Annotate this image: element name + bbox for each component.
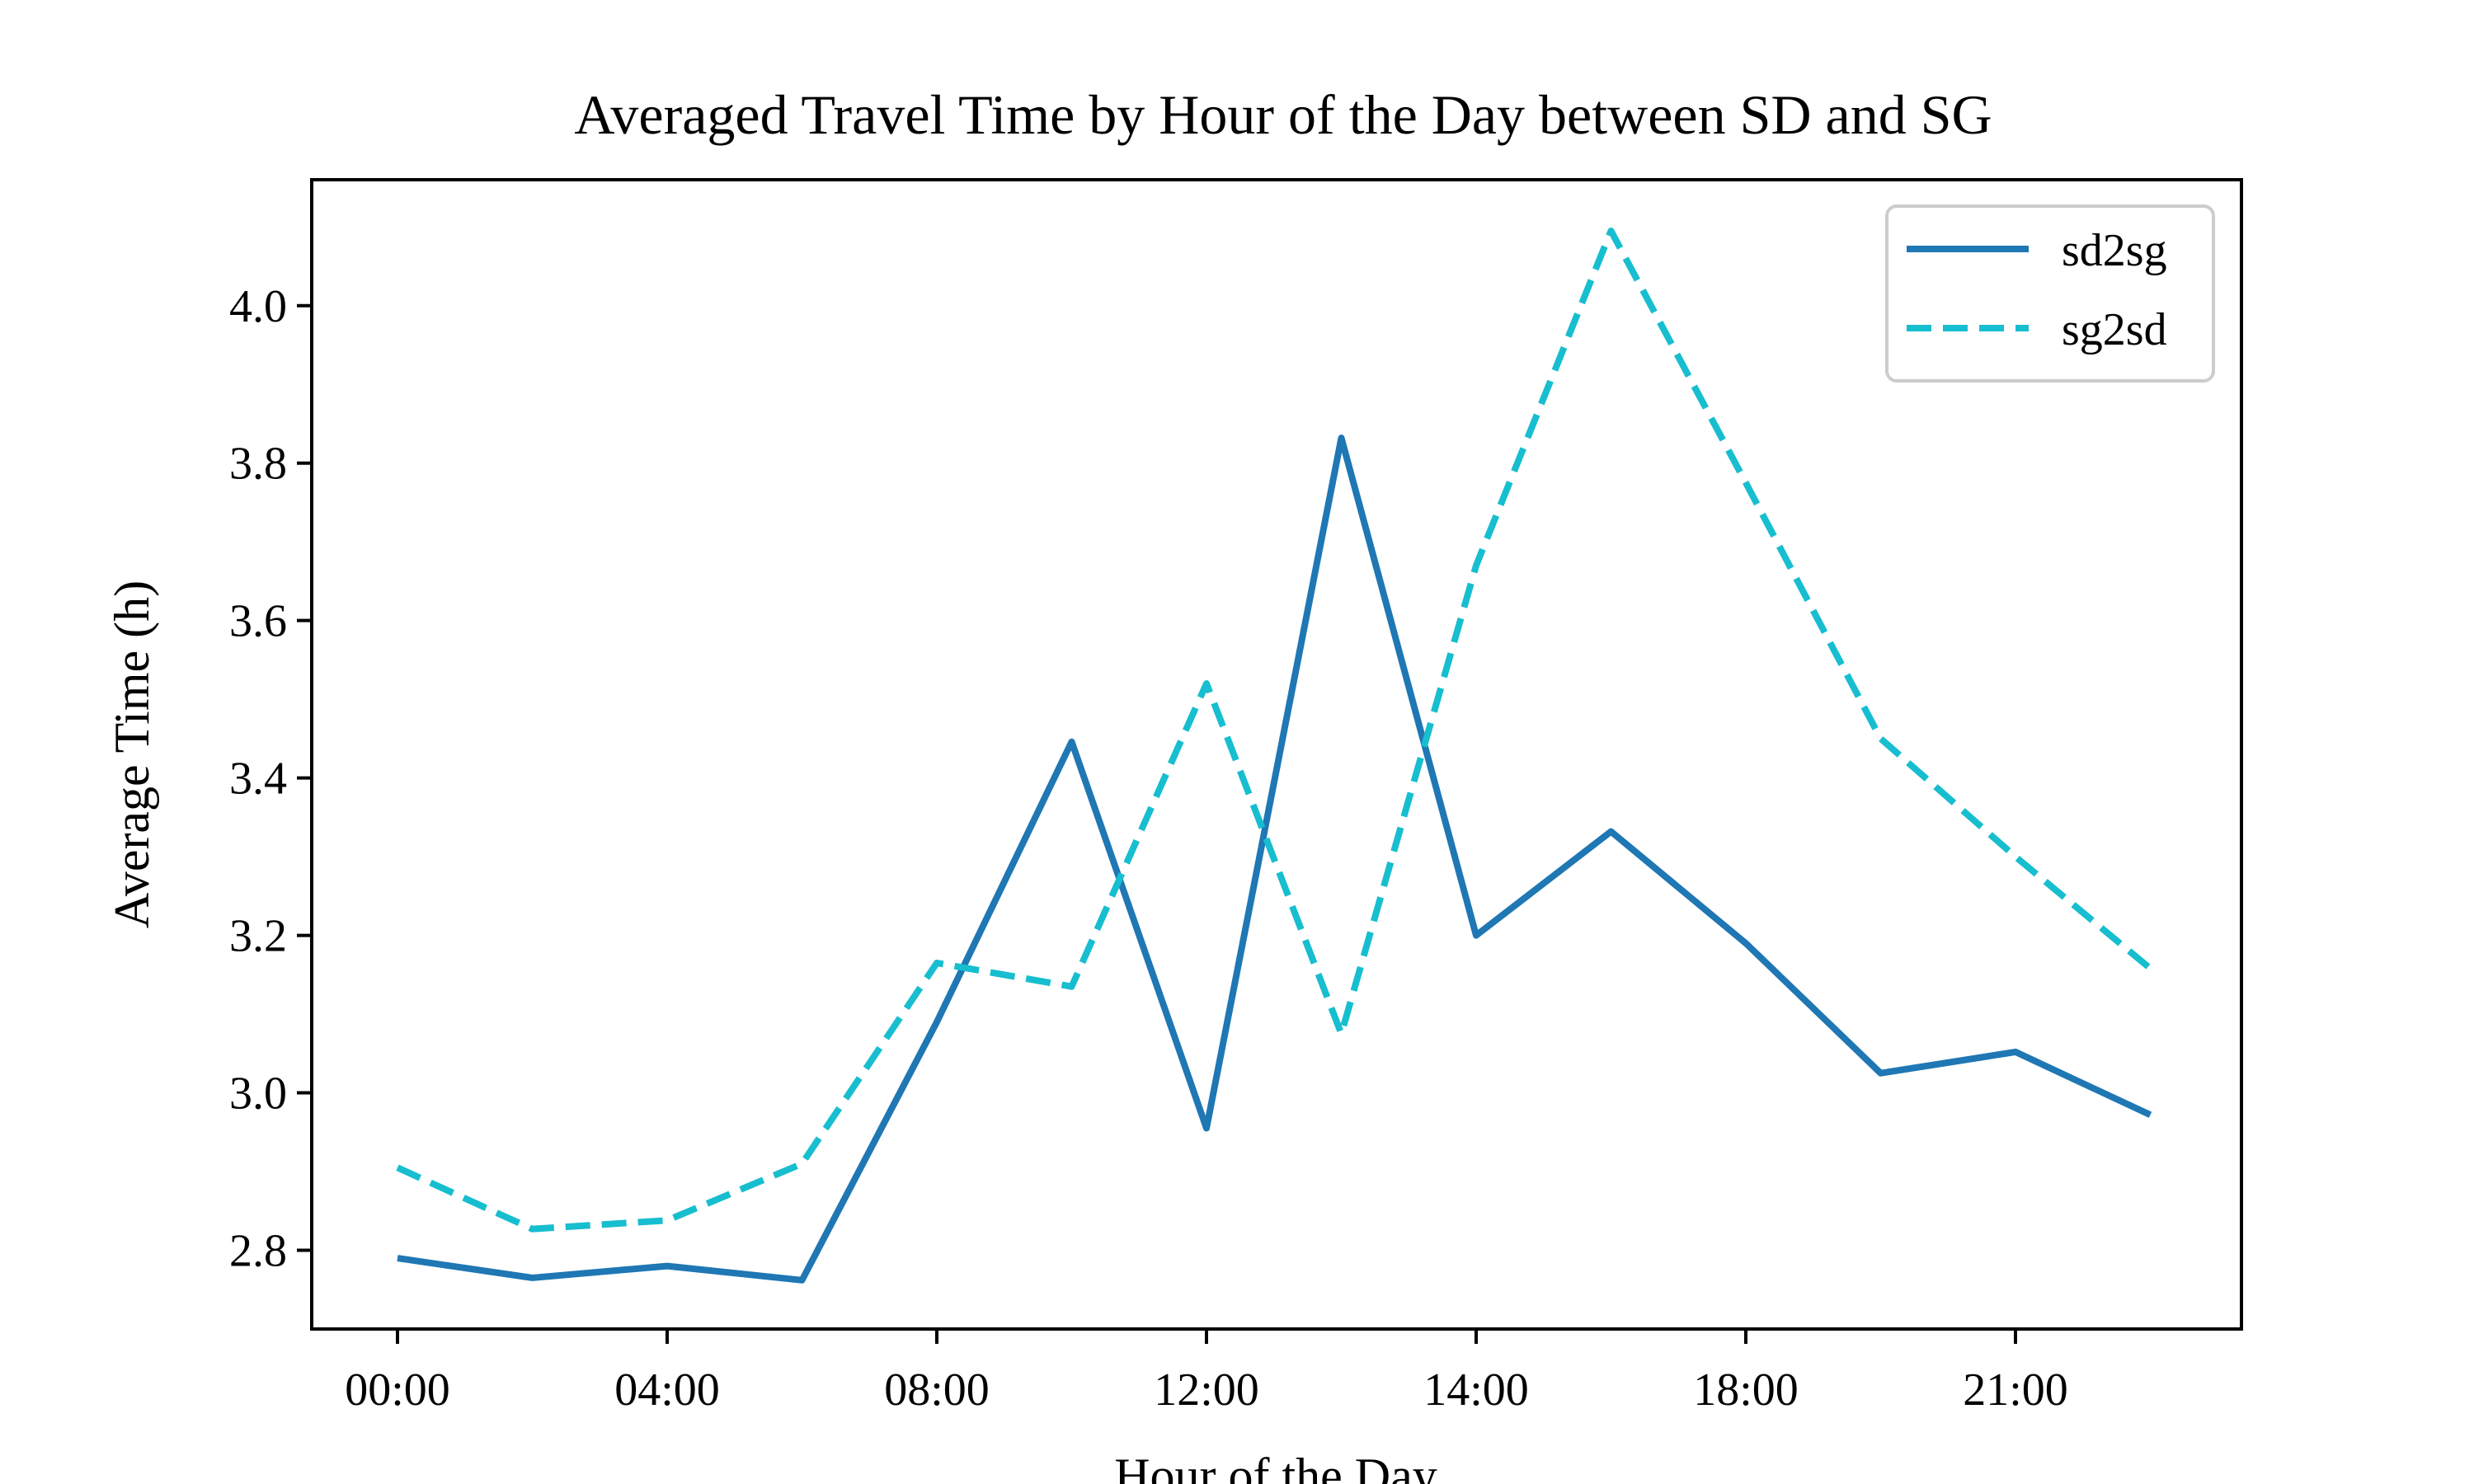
y-tick-label: 3.4: [229, 754, 287, 805]
x-axis-label: Hour of the Day: [1114, 1449, 1437, 1484]
plot-frame: [310, 178, 2243, 1331]
series-lines: [396, 228, 2153, 1284]
x-tick-label: 00:00: [345, 1364, 450, 1416]
y-tick-label: 3.2: [229, 911, 287, 962]
y-axis: 2.8 3.0 3.2 3.4 3.6 3.8 4.0: [229, 281, 312, 1277]
y-tick-label: 4.0: [229, 281, 287, 332]
chart-title: Averaged Travel Time by Hour of the Day …: [574, 83, 1992, 146]
legend-label-sg2sd: sg2sd: [2062, 304, 2167, 355]
x-axis: 00:00 04:00 08:00 12:00 14:00 18:00 21:00: [345, 1329, 2068, 1416]
y-tick-label: 3.8: [229, 439, 287, 490]
x-tick-label: 21:00: [1963, 1364, 2068, 1416]
legend-label-sd2sg: sd2sg: [2062, 225, 2167, 276]
x-tick-label: 04:00: [614, 1364, 720, 1416]
x-tick-label: 08:00: [884, 1364, 990, 1416]
plot-area: 2.8 3.0 3.2 3.4 3.6 3.8 4.0 00:00 04:00 08:00 12:…: [229, 178, 2243, 1416]
y-tick-label: 3.0: [229, 1068, 287, 1120]
x-tick-label: 12:00: [1154, 1364, 1259, 1416]
y-tick-label: 3.6: [229, 596, 287, 647]
legend: sd2sg sg2sd: [1885, 204, 2215, 383]
series-line-sd2sg: [397, 434, 2152, 1284]
x-tick-label: 14:00: [1423, 1364, 1529, 1416]
y-tick-label: 2.8: [229, 1226, 287, 1277]
x-tick-label: 18:00: [1693, 1364, 1799, 1416]
y-axis-label: Average Time (h): [105, 580, 159, 928]
series-line-sg2sd: [396, 228, 2153, 1233]
